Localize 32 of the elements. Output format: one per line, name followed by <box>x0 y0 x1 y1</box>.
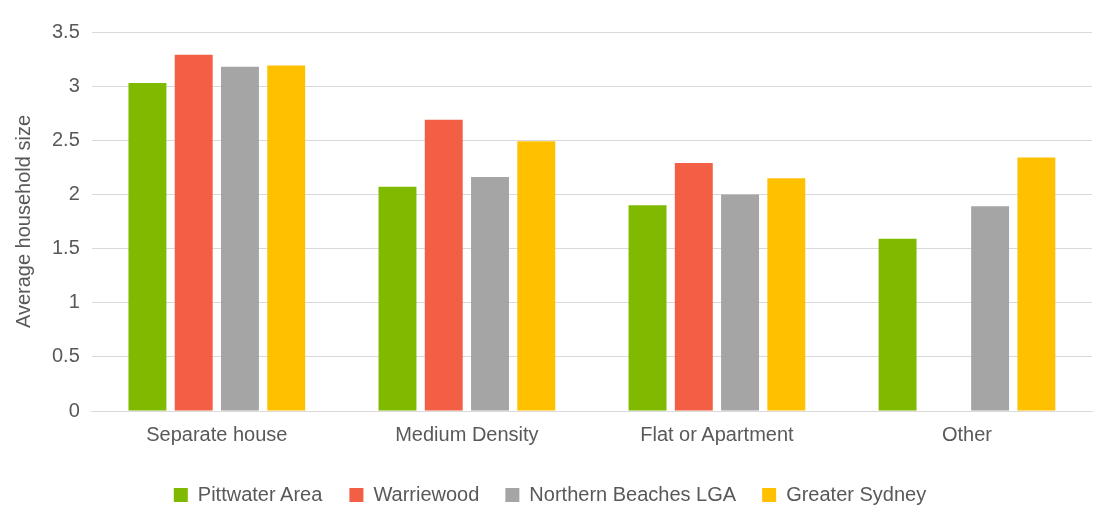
y-tick-label: 1.5 <box>51 236 80 259</box>
bar <box>378 186 417 411</box>
x-tick-label: Medium Density <box>395 422 539 445</box>
bar <box>1017 157 1056 411</box>
bar <box>971 206 1010 411</box>
y-tick-label: 2 <box>68 181 80 204</box>
y-tick-label: 2.5 <box>51 127 80 150</box>
bar <box>128 82 167 411</box>
bar <box>674 163 713 411</box>
legend-label: Greater Sydney <box>786 482 927 505</box>
legend-label: Warriewood <box>373 482 480 505</box>
y-tick-label: 0 <box>68 398 80 421</box>
y-axis-title: Average household size <box>11 114 34 329</box>
legend-label: Northern Beaches LGA <box>529 482 737 505</box>
bar <box>267 65 306 411</box>
bar <box>471 177 509 411</box>
bar <box>174 54 213 411</box>
x-tick-label: Separate house <box>146 422 288 445</box>
bar <box>767 178 806 411</box>
y-tick-label: 1 <box>68 290 80 313</box>
y-tick-label: 0.5 <box>51 344 80 367</box>
bar <box>220 66 259 411</box>
bar <box>878 238 917 411</box>
bar <box>721 194 760 411</box>
x-tick-label: Flat or Apartment <box>640 422 795 445</box>
y-tick-label: 3 <box>68 73 80 96</box>
legend-label: Pittwater Area <box>197 482 324 505</box>
y-tick-label: 3.5 <box>51 19 80 42</box>
bar <box>424 119 463 411</box>
x-tick-label: Other <box>941 422 993 445</box>
bar <box>628 205 667 411</box>
bar <box>517 141 556 411</box>
